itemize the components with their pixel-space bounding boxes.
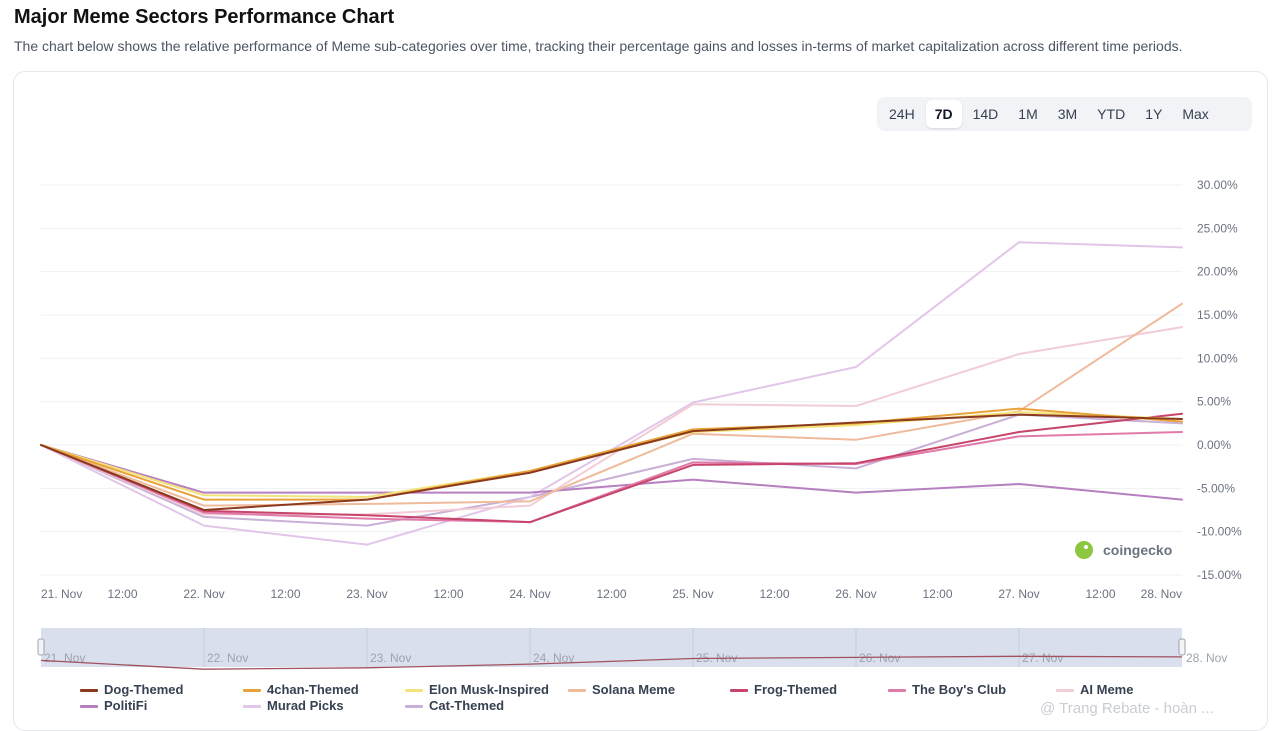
x-tick-label: 26. Nov — [835, 587, 876, 601]
legend-swatch — [888, 689, 906, 693]
navigator-line — [40, 655, 1183, 670]
x-tick-label: 21. Nov — [41, 587, 82, 601]
x-tick-label: 25. Nov — [672, 587, 713, 601]
x-tick-label: 12:00 — [922, 587, 952, 601]
series-line-the-boy-s-club — [40, 431, 1183, 524]
navigator-x-label: 22. Nov — [207, 651, 248, 665]
range-tab-max[interactable]: Max — [1182, 106, 1209, 122]
x-tick-label: 23. Nov — [346, 587, 387, 601]
series-line-4chan-themed — [40, 407, 1183, 501]
range-tab-1m[interactable]: 1M — [1018, 106, 1038, 122]
navigator-x-label: 26. Nov — [859, 651, 900, 665]
legend-item[interactable]: The Boy's Club — [888, 682, 1006, 697]
legend-item[interactable]: Solana Meme — [568, 682, 675, 697]
legend-item[interactable]: Frog-Themed — [730, 682, 837, 697]
legend-item[interactable]: 4chan-Themed — [243, 682, 359, 697]
legend-swatch — [405, 705, 423, 709]
range-tab-24h[interactable]: 24H — [889, 106, 915, 122]
y-tick-label: 0.00% — [1197, 438, 1231, 452]
x-tick-label: 27. Nov — [998, 587, 1039, 601]
page-title: Major Meme Sectors Performance Chart — [14, 6, 395, 28]
legend-label: PolitiFi — [104, 698, 148, 713]
x-tick-label: 22. Nov — [183, 587, 224, 601]
navigator-selection — [41, 628, 1182, 667]
navigator-x-label: 24. Nov — [533, 651, 574, 665]
navigator-x-label: 28. Nov — [1186, 651, 1227, 665]
y-tick-label: 5.00% — [1197, 395, 1231, 409]
navigator-x-label: 23. Nov — [370, 651, 411, 665]
range-tab-14d[interactable]: 14D — [972, 106, 999, 122]
legend-swatch — [568, 689, 586, 693]
y-tick-label: 30.00% — [1197, 178, 1238, 192]
legend-label: Solana Meme — [592, 682, 676, 697]
x-tick-label: 12:00 — [1085, 587, 1115, 601]
x-tick-label: 12:00 — [596, 587, 626, 601]
series-line-frog-themed — [40, 412, 1183, 524]
legend-label: The Boy's Club — [912, 682, 1007, 697]
legend-item[interactable]: Murad Picks — [243, 698, 344, 713]
legend-label: Elon Musk-Inspired — [429, 682, 549, 697]
legend-swatch — [243, 705, 261, 709]
legend-swatch — [80, 689, 98, 693]
legend-item[interactable]: AI Meme — [1056, 682, 1133, 697]
coingecko-logo-text: coingecko — [1103, 542, 1172, 558]
y-tick-label: 20.00% — [1197, 265, 1238, 279]
navigator-handle[interactable] — [37, 638, 45, 656]
legend-item[interactable]: Dog-Themed — [80, 682, 183, 697]
x-tick-label: 24. Nov — [509, 587, 550, 601]
gecko-icon — [1075, 541, 1093, 559]
navigator-x-label: 27. Nov — [1022, 651, 1063, 665]
range-tab-ytd[interactable]: YTD — [1097, 106, 1126, 122]
legend-swatch — [730, 689, 748, 693]
y-tick-label: -15.00% — [1197, 568, 1242, 582]
legend-item[interactable]: Elon Musk-Inspired — [405, 682, 549, 697]
range-tab-1y[interactable]: 1Y — [1145, 106, 1163, 122]
range-tab-3m[interactable]: 3M — [1057, 106, 1078, 122]
y-tick-label: 10.00% — [1197, 351, 1238, 365]
legend-swatch — [1056, 689, 1074, 693]
y-tick-label: 25.00% — [1197, 221, 1238, 235]
y-tick-label: -5.00% — [1197, 481, 1235, 495]
legend-swatch — [243, 689, 261, 693]
series-line-cat-themed — [40, 413, 1183, 527]
chart-card — [13, 71, 1268, 731]
legend-item[interactable]: Cat-Themed — [405, 698, 504, 713]
coingecko-logo: coingecko — [1075, 541, 1172, 559]
legend-label: Murad Picks — [267, 698, 344, 713]
y-tick-label: 15.00% — [1197, 308, 1238, 322]
legend-label: Cat-Themed — [429, 698, 505, 713]
legend-label: AI Meme — [1080, 682, 1134, 697]
series-line-dog-themed — [40, 413, 1183, 511]
legend-label: 4chan-Themed — [267, 682, 359, 697]
page-description: The chart below shows the relative perfo… — [14, 38, 1183, 54]
x-tick-label: 12:00 — [759, 587, 789, 601]
series-line-politifi — [40, 444, 1183, 501]
range-tab-7d[interactable]: 7D — [925, 100, 962, 128]
watermark-text: @ Trang Rebate - hoàn ... — [1040, 700, 1214, 717]
x-tick-label: 12:00 — [107, 587, 137, 601]
navigator-handle[interactable] — [1178, 638, 1186, 656]
legend-item[interactable]: PolitiFi — [80, 698, 147, 713]
x-tick-label: 12:00 — [270, 587, 300, 601]
y-tick-label: -10.00% — [1197, 525, 1242, 539]
legend-label: Dog-Themed — [104, 682, 184, 697]
legend-swatch — [80, 705, 98, 709]
x-tick-label: 28. Nov — [1141, 587, 1182, 601]
legend-label: Frog-Themed — [754, 682, 838, 697]
legend-swatch — [405, 689, 423, 693]
x-tick-label: 12:00 — [433, 587, 463, 601]
series-line-solana-meme — [40, 302, 1183, 507]
range-tab-group: 24H 7D 14D 1M 3M YTD 1Y Max — [877, 97, 1252, 131]
gecko-eye-icon — [1084, 545, 1088, 549]
